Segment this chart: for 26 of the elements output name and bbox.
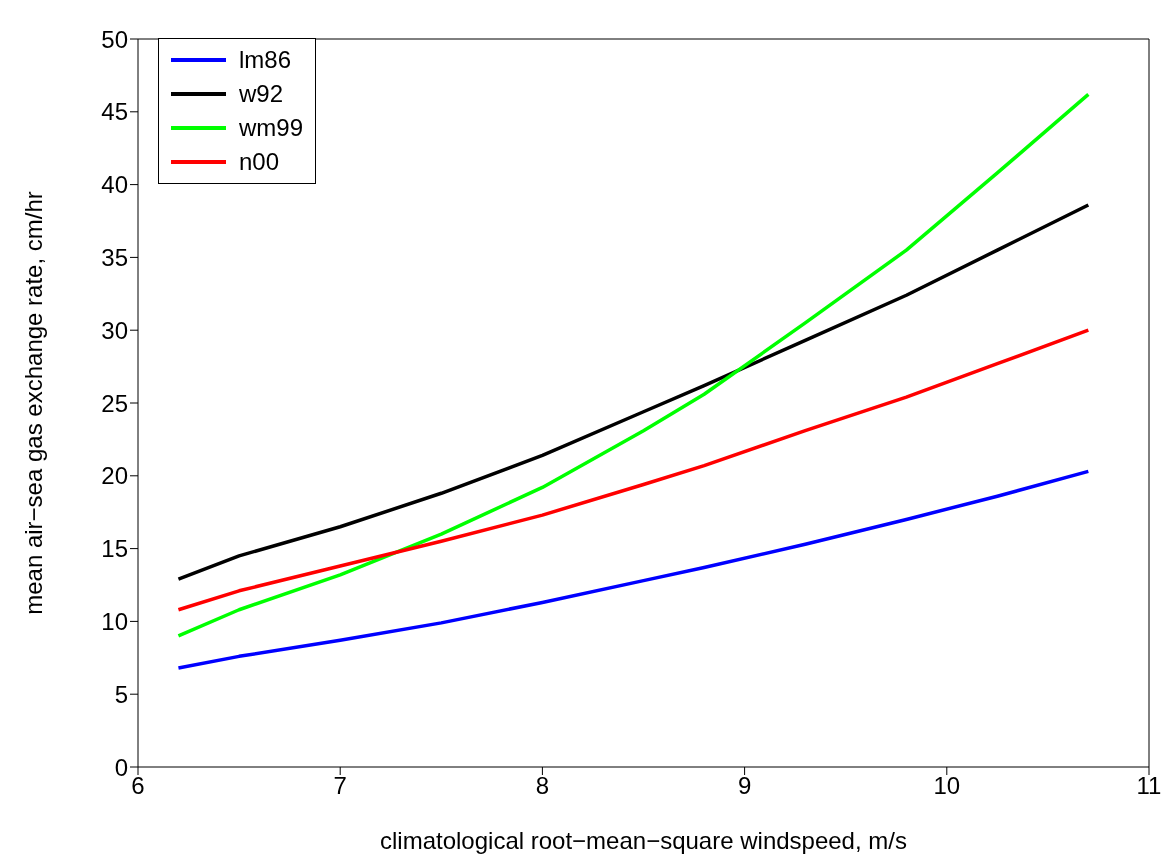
x-tick-label: 9 — [737, 772, 752, 800]
legend-label: n00 — [239, 147, 280, 177]
line-series — [176, 328, 1091, 612]
legend-label: wm99 — [239, 113, 304, 143]
y-tick-label: 35 — [101, 243, 128, 271]
line-series — [176, 203, 1091, 581]
legend-label: w92 — [239, 79, 284, 109]
y-tick-label: 50 — [101, 25, 128, 53]
y-tick-label: 0 — [114, 753, 128, 781]
y-axis-title: mean air−sea gas exchange rate, cm/hr — [19, 191, 47, 615]
y-tick-label: 40 — [101, 171, 128, 199]
y-tick-label: 15 — [101, 535, 128, 563]
y-tick-label: 30 — [101, 316, 128, 344]
x-tick-label: 6 — [131, 772, 145, 800]
x-tick-label: 7 — [333, 772, 347, 800]
y-tick-label: 10 — [101, 607, 128, 635]
line-series — [176, 469, 1091, 670]
y-tick-label: 20 — [101, 462, 128, 490]
y-tick-label: 5 — [114, 680, 128, 708]
legend-label: lm86 — [239, 45, 292, 75]
x-tick-label: 11 — [1136, 772, 1162, 800]
x-axis-title: climatological root−mean−square windspeed, m/s — [380, 827, 907, 854]
x-tick-label: 8 — [535, 772, 550, 800]
x-tick-label: 10 — [933, 772, 961, 800]
y-tick-label: 25 — [101, 389, 128, 417]
y-tick-label: 45 — [101, 98, 128, 126]
